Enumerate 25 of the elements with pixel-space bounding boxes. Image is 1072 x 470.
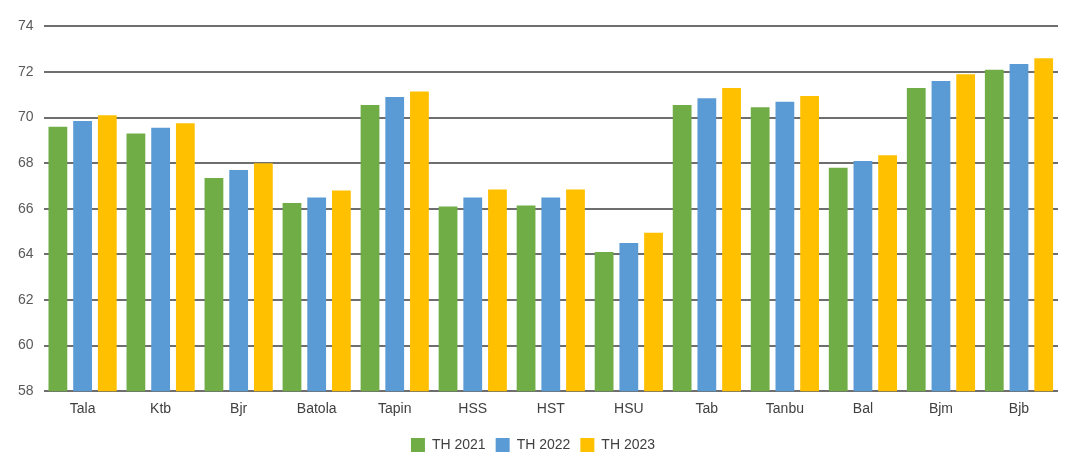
y-tick-label: 72 bbox=[17, 62, 34, 79]
x-tick-label: Bjr bbox=[230, 400, 248, 417]
x-tick-label: Bjm bbox=[928, 400, 954, 417]
x-tick-label: Tab bbox=[695, 400, 719, 417]
x-tick-label: Batola bbox=[296, 400, 337, 417]
x-tick-label: Tanbu bbox=[765, 400, 804, 417]
y-tick-label: 62 bbox=[17, 290, 34, 307]
x-tick-label: Bjb bbox=[1008, 400, 1030, 417]
legend-label: TH 2021 bbox=[431, 435, 486, 452]
x-tick-label: Ktb bbox=[150, 400, 172, 417]
x-tick-label: HSS bbox=[458, 400, 488, 417]
y-tick-label: 66 bbox=[17, 199, 34, 216]
x-tick-label: Tapin bbox=[377, 400, 412, 417]
y-tick-label: 60 bbox=[17, 336, 34, 353]
y-tick-label: 70 bbox=[17, 108, 34, 125]
y-tick-label: 74 bbox=[17, 17, 34, 34]
x-tick-label: Bal bbox=[852, 400, 874, 417]
x-tick-label: HST bbox=[536, 400, 566, 417]
y-tick-label: 68 bbox=[17, 154, 34, 171]
legend-label: TH 2022 bbox=[516, 435, 571, 452]
y-tick-label: 64 bbox=[17, 245, 34, 262]
x-tick-label: Tala bbox=[69, 400, 96, 417]
y-tick-label: 58 bbox=[17, 382, 34, 399]
x-tick-label: HSU bbox=[614, 400, 644, 417]
legend-label: TH 2023 bbox=[601, 435, 656, 452]
